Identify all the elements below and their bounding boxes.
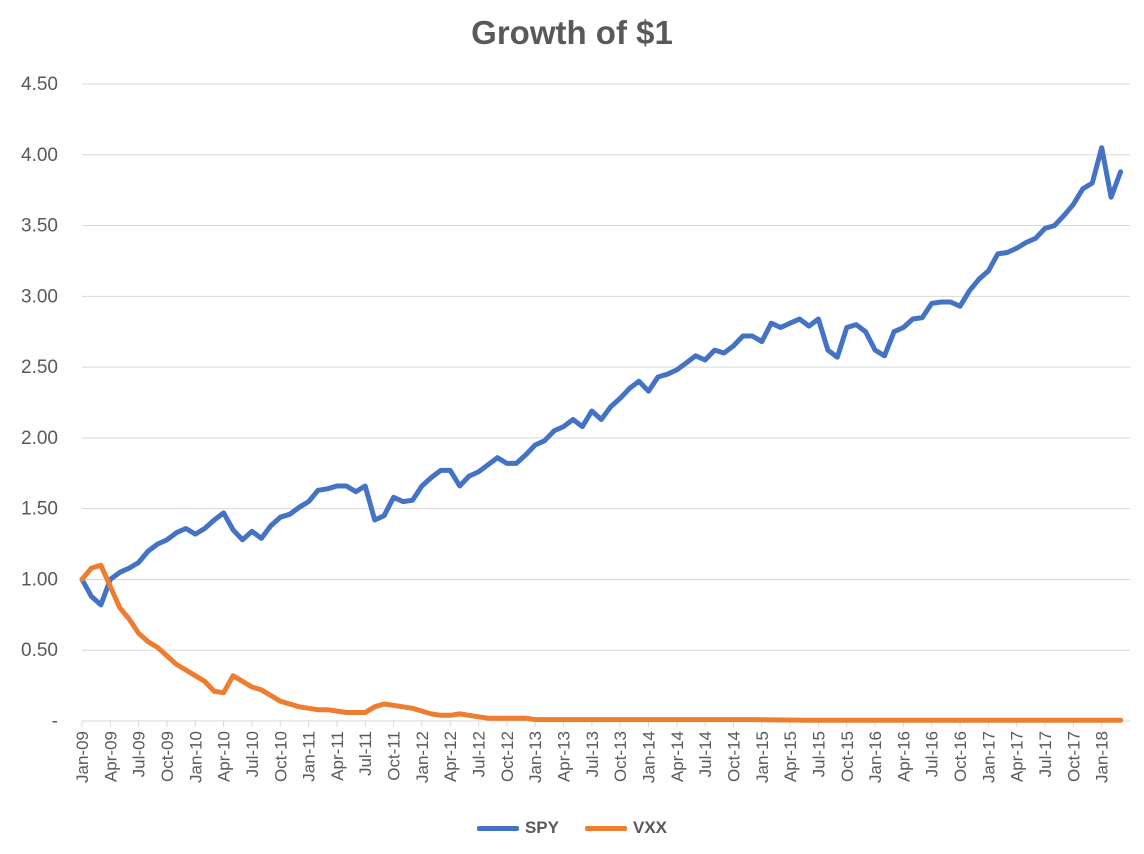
x-tick-label: Apr-16 — [894, 731, 913, 782]
legend-swatch — [585, 825, 627, 831]
x-tick-label: Apr-14 — [668, 731, 687, 782]
y-tick-label: 3.50 — [21, 216, 58, 237]
x-tick-label: Jan-18 — [1093, 731, 1112, 783]
legend-label: SPY — [524, 818, 559, 837]
x-tick-label: Jan-14 — [639, 731, 658, 783]
x-tick-label: Jan-10 — [186, 731, 205, 783]
x-tick-label: Jul-17 — [1036, 731, 1055, 777]
legend-item-vxx: VXX — [585, 818, 667, 838]
x-tick-label: Oct-15 — [838, 731, 857, 782]
y-tick-label: 3.00 — [21, 286, 58, 307]
y-tick-label: 2.00 — [21, 428, 58, 449]
x-tick-label: Oct-16 — [951, 731, 970, 782]
x-tick-label: Apr-17 — [1008, 731, 1027, 782]
y-tick-label: 1.00 — [21, 569, 58, 590]
x-tick-label: Apr-12 — [441, 731, 460, 782]
x-tick-label: Jul-15 — [809, 731, 828, 777]
y-tick-label: 0.50 — [21, 640, 58, 661]
x-tick-label: Jan-15 — [753, 731, 772, 783]
x-tick-label: Apr-11 — [328, 731, 347, 781]
x-tick-label: Oct-17 — [1064, 731, 1083, 782]
x-tick-label: Apr-15 — [781, 731, 800, 782]
x-tick-label: Oct-10 — [271, 731, 290, 782]
x-tick-label: Jan-09 — [73, 731, 92, 783]
x-tick-label: Jul-12 — [470, 731, 489, 777]
x-tick-label: Oct-09 — [158, 731, 177, 782]
chart-title: Growth of $1 — [471, 14, 673, 51]
y-tick-label: 4.50 — [21, 74, 58, 95]
x-tick-label: Jul-11 — [356, 731, 375, 776]
x-tick-label: Jan-13 — [526, 731, 545, 783]
legend-swatch — [476, 825, 519, 831]
legend-label: VXX — [633, 818, 668, 837]
y-tick-label: 4.00 — [21, 145, 58, 166]
x-tick-label: Apr-13 — [555, 731, 574, 782]
x-tick-label: Apr-09 — [101, 731, 120, 782]
x-tick-label: Oct-12 — [498, 731, 517, 782]
x-tick-label: Jan-11 — [300, 731, 319, 782]
series-line-vxx — [79, 562, 1124, 723]
series-line-spy — [79, 145, 1124, 608]
y-tick-label: 1.50 — [21, 499, 58, 520]
y-tick-label: - — [52, 711, 58, 732]
x-tick-label: Oct-13 — [611, 731, 630, 782]
x-tick-label: Jul-10 — [243, 731, 262, 777]
x-tick-label: Jan-16 — [866, 731, 885, 783]
x-tick-label: Apr-10 — [215, 731, 234, 782]
x-tick-label: Jan-12 — [413, 731, 432, 783]
x-tick-label: Jan-17 — [979, 731, 998, 783]
x-tick-label: Jul-16 — [923, 731, 942, 777]
x-tick-label: Jul-14 — [696, 731, 715, 777]
x-tick-label: Jul-09 — [130, 731, 149, 777]
x-tick-label: Oct-11 — [385, 731, 404, 781]
x-tick-label: Jul-13 — [583, 731, 602, 777]
x-tick-label: Oct-14 — [724, 731, 743, 782]
y-tick-label: 2.50 — [21, 357, 58, 378]
legend-item-spy: SPY — [476, 818, 559, 838]
legend: SPY VXX — [0, 818, 1144, 838]
